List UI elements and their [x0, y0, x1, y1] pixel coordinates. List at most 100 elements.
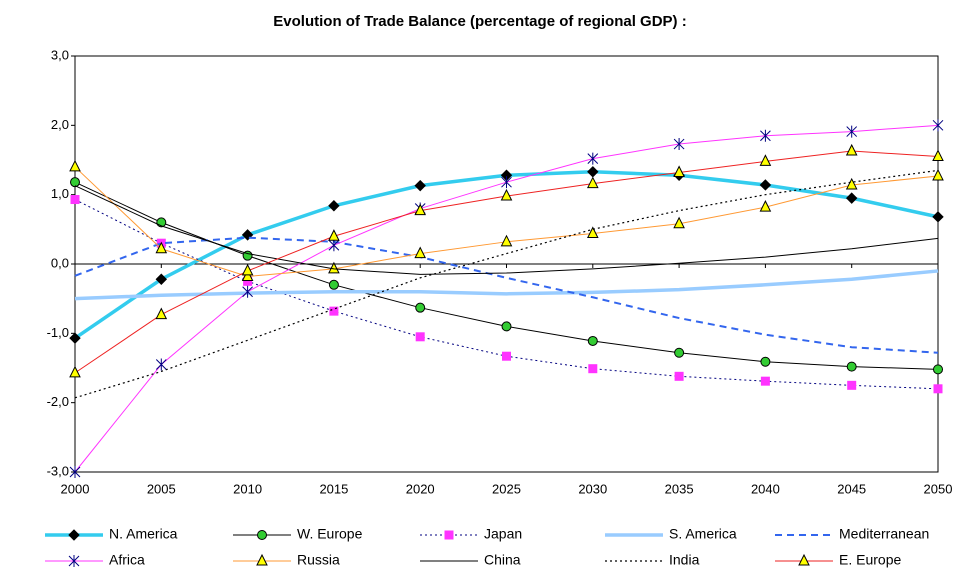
marker	[673, 165, 685, 177]
legend-item: India	[605, 552, 700, 568]
marker	[68, 555, 80, 567]
legend-item: Japan	[420, 526, 522, 542]
marker	[329, 306, 339, 316]
series	[70, 195, 943, 394]
legend-label: Japan	[484, 526, 522, 542]
marker	[932, 168, 944, 181]
x-tick-label: 2000	[61, 481, 90, 496]
marker	[587, 152, 599, 165]
marker	[415, 332, 425, 342]
marker	[241, 269, 254, 281]
legend-item: China	[420, 552, 521, 568]
marker	[845, 192, 858, 204]
marker	[70, 195, 80, 205]
legend-item: N. America	[45, 526, 178, 542]
marker	[155, 358, 167, 371]
marker	[69, 159, 81, 172]
marker	[759, 200, 772, 212]
legend-label: Russia	[297, 552, 340, 568]
marker	[847, 380, 857, 390]
marker	[673, 216, 685, 229]
marker	[69, 365, 81, 378]
marker	[155, 241, 168, 254]
x-tick-label: 2030	[578, 481, 607, 496]
x-tick-label: 2005	[147, 481, 176, 496]
legend-item: Russia	[233, 552, 340, 568]
marker	[414, 179, 426, 192]
marker	[155, 307, 168, 320]
marker	[587, 335, 598, 346]
marker	[845, 177, 858, 190]
series	[69, 143, 944, 378]
marker	[588, 364, 598, 374]
y-tick-label: 2,0	[51, 117, 69, 132]
marker	[69, 332, 81, 344]
x-tick-label: 2015	[319, 481, 348, 496]
marker	[414, 246, 427, 259]
y-tick-label: 1,0	[51, 186, 69, 201]
legend-item: Africa	[45, 552, 145, 568]
marker	[502, 351, 511, 361]
marker	[69, 466, 81, 478]
marker	[932, 119, 944, 132]
marker	[328, 200, 340, 212]
marker	[674, 347, 685, 358]
x-tick-label: 2050	[924, 481, 953, 496]
marker	[845, 143, 858, 156]
marker	[256, 553, 268, 566]
legend-label: E. Europe	[839, 552, 901, 568]
marker	[798, 553, 810, 566]
line	[74, 269, 939, 301]
series	[74, 269, 939, 301]
line	[74, 169, 939, 399]
marker	[242, 285, 253, 298]
legend-item: Mediterranean	[775, 526, 929, 542]
legend-item: E. Europe	[775, 552, 901, 568]
legend-label: Africa	[109, 552, 145, 568]
legend-label: China	[484, 552, 521, 568]
marker	[328, 261, 340, 274]
marker	[760, 356, 771, 367]
x-tick-label: 2025	[492, 481, 521, 496]
marker	[444, 530, 454, 540]
marker	[328, 239, 340, 252]
x-tick-label: 2040	[751, 481, 780, 496]
legend-label: S. America	[669, 526, 737, 542]
marker	[257, 530, 267, 540]
marker	[674, 371, 684, 381]
series	[74, 236, 939, 354]
marker	[68, 529, 80, 541]
y-tick-label: -3,0	[47, 463, 69, 478]
marker	[328, 279, 339, 290]
marker	[586, 176, 599, 189]
legend-label: N. America	[109, 526, 178, 542]
x-tick-label: 2010	[233, 481, 262, 496]
marker	[846, 361, 857, 372]
marker	[500, 188, 513, 201]
marker	[155, 273, 168, 285]
y-tick-label: 0,0	[51, 255, 69, 270]
legend-label: Mediterranean	[839, 526, 929, 542]
legend-label: India	[669, 552, 700, 568]
marker	[759, 154, 772, 166]
marker	[501, 176, 512, 189]
marker	[760, 129, 771, 142]
marker	[932, 149, 944, 162]
legend-item: S. America	[605, 526, 737, 542]
x-tick-label: 2045	[837, 481, 866, 496]
legend-label: W. Europe	[297, 526, 363, 542]
y-tick-label: -2,0	[47, 394, 69, 409]
legend-item: W. Europe	[233, 526, 363, 542]
chart-title: Evolution of Trade Balance (percentage o…	[273, 13, 686, 30]
marker	[933, 364, 943, 375]
series	[74, 185, 939, 275]
x-tick-label: 2035	[665, 481, 694, 496]
y-tick-label: -1,0	[47, 325, 69, 340]
marker	[933, 384, 943, 394]
marker	[415, 302, 426, 313]
marker	[500, 234, 513, 247]
marker	[414, 203, 427, 216]
marker	[241, 263, 254, 276]
